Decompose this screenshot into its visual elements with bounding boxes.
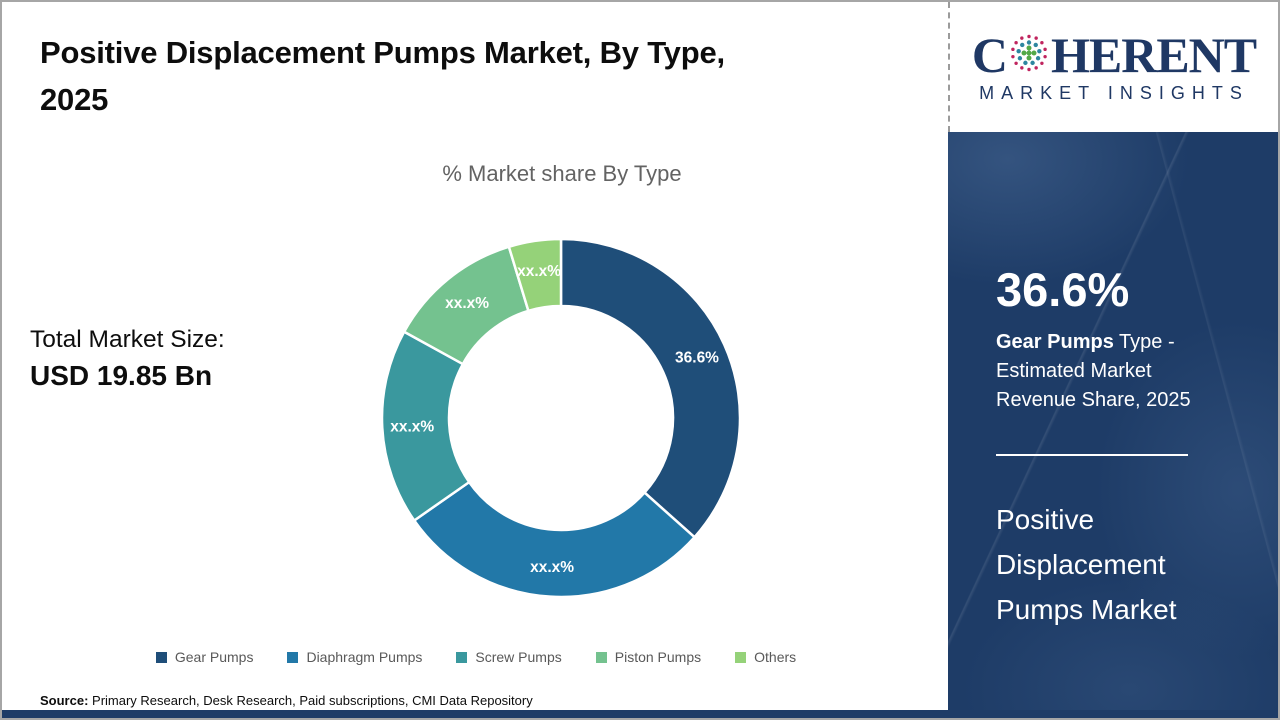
total-market-size-value: USD 19.85 Bn <box>30 360 213 391</box>
donut-segment-value-label: xx.x% <box>530 559 574 576</box>
donut-segment-value-label: 36.6% <box>675 350 719 367</box>
donut-chart: 36.6% xx.x% xx.x% xx.x% xx.x% <box>377 234 745 602</box>
legend-item-label: Piston Pumps <box>614 649 702 665</box>
source-label: Source: <box>40 693 89 708</box>
donut-segment-diaphragm-pumps <box>412 480 696 599</box>
donut-segment-value-label: xx.x% <box>517 263 561 280</box>
legend-swatch-icon <box>155 651 167 663</box>
chart-title: % Market share By Type <box>442 161 682 186</box>
sidebar-stat-description: Gear Pumps Type - Estimated Market Reven… <box>996 328 1224 415</box>
legend-item-label: Gear Pumps <box>174 649 254 665</box>
legend-item-piston-pumps: Piston Pumps <box>595 649 702 665</box>
donut-chart-svg: 36.6% xx.x% xx.x% xx.x% xx.x% <box>380 237 742 599</box>
donut-segment-value-label: xx.x% <box>390 419 434 436</box>
total-market-size-label: Total Market Size: <box>30 326 225 353</box>
source-text: Primary Research, Desk Research, Paid su… <box>88 693 533 708</box>
brand-logo-tagline: MARKET INSIGHTS <box>979 83 1249 103</box>
source-note: Source: Primary Research, Desk Research,… <box>40 693 533 708</box>
legend-item-gear-pumps: Gear Pumps <box>155 649 254 665</box>
legend-swatch-icon <box>595 651 607 663</box>
logo-dot-globe-icon <box>1011 34 1047 72</box>
donut-segment-others <box>507 237 563 313</box>
chart-legend: Gear Pumps Diaphragm Pumps Screw Pumps Pist… <box>2 649 950 665</box>
page-title-line2: 2025 <box>40 82 109 117</box>
legend-item-screw-pumps: Screw Pumps <box>456 649 562 665</box>
legend-item-label: Screw Pumps <box>475 649 562 665</box>
page-title-line1: Positive Displacement Pumps Market, By T… <box>40 35 725 70</box>
sidebar-stat-segment-name: Gear Pumps <box>996 331 1114 353</box>
brand-logo: C HERENT MARKET INSIGHTS <box>948 2 1278 132</box>
sidebar-stat-value: 36.6% <box>996 263 1130 316</box>
sidebar-stat-label-rest: Type - Estimated Market Revenue Share, 2… <box>996 331 1191 411</box>
brand-logo-wordmark: C HERENT <box>971 27 1257 83</box>
sidebar-market-name: Positive Displacement Pumps Market <box>996 504 1177 625</box>
brand-logo-letters-herent: HERENT <box>1050 27 1257 83</box>
donut-segment-value-label: xx.x% <box>445 295 489 312</box>
legend-item-label: Diaphragm Pumps <box>306 649 423 665</box>
legend-item-diaphragm-pumps: Diaphragm Pumps <box>287 649 422 665</box>
legend-item-others: Others <box>735 649 796 665</box>
total-market-size: Total Market Size: USD 19.85 Bn <box>30 326 225 392</box>
legend-swatch-icon <box>735 651 747 663</box>
legend-swatch-icon <box>456 651 468 663</box>
bottom-accent-bar <box>2 710 1278 718</box>
page-title: Positive Displacement Pumps Market, By T… <box>40 29 725 123</box>
legend-swatch-icon <box>287 651 299 663</box>
donut-segment-gear-pumps <box>559 237 742 539</box>
brand-logo-letter-c: C <box>971 27 1008 83</box>
sidebar-divider <box>996 454 1188 456</box>
legend-item-label: Others <box>754 649 797 665</box>
